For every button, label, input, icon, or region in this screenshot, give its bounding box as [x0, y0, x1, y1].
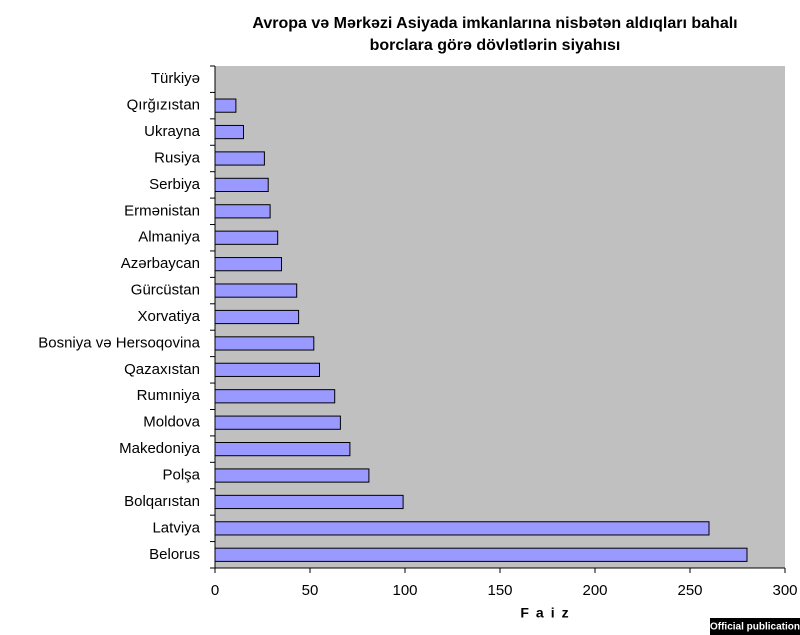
x-tick-label: 150 — [487, 582, 512, 599]
y-tick-label: Latviya — [152, 519, 200, 536]
y-tick-label: Bolqarıstan — [124, 493, 200, 510]
bar — [214, 230, 279, 245]
y-tick-label: Moldova — [143, 414, 200, 431]
x-tick-label: 250 — [677, 582, 702, 599]
bar — [214, 204, 271, 219]
bar — [214, 415, 341, 430]
x-tick-label: 50 — [302, 582, 319, 599]
badge: Official publication — [710, 622, 800, 633]
bar — [214, 494, 404, 510]
badge-bg — [710, 618, 800, 635]
x-tick-label: 0 — [211, 582, 219, 599]
x-tick-label: 200 — [582, 582, 607, 599]
x-axis-label: Faiz — [520, 605, 575, 621]
chart-title: borclara görə dövlətlərin siyahısı — [370, 37, 621, 54]
y-tick-label: Serbiya — [149, 176, 201, 193]
x-tick-label: 100 — [392, 582, 417, 599]
bar — [214, 151, 265, 166]
bar — [214, 309, 300, 325]
bar — [214, 336, 315, 351]
bar — [214, 389, 336, 404]
y-tick-label: Qazaxıstan — [124, 361, 200, 378]
y-tick-label: Almaniya — [138, 229, 200, 246]
plot-area — [215, 66, 785, 568]
y-tick-label: Xorvatiya — [137, 308, 200, 325]
bar — [214, 521, 710, 536]
bar — [214, 124, 244, 140]
bar — [214, 442, 351, 457]
y-tick-label: Makedoniya — [119, 440, 201, 457]
bar — [214, 177, 269, 193]
y-tick-label: Bosniya və Hersoqovina — [38, 334, 200, 351]
y-tick-label: Belorus — [149, 546, 200, 563]
chart-title: Avropa və Mərkəzi Asiyada imkanlarına ni… — [252, 15, 737, 32]
bar — [214, 98, 237, 113]
bar — [214, 257, 282, 272]
bar — [214, 283, 298, 298]
y-tick-label: Türkiyə — [151, 70, 200, 87]
y-tick-label: Ukrayna — [144, 123, 201, 140]
y-tick-label: Gürcüstan — [131, 282, 200, 299]
y-tick-label: Rumıniya — [137, 387, 201, 404]
y-tick-label: Azərbaycan — [121, 255, 200, 272]
y-tick-label: Ermənistan — [124, 202, 200, 219]
y-tick-label: Polşa — [162, 466, 200, 483]
bar — [214, 468, 370, 483]
x-tick-label: 300 — [772, 582, 797, 599]
bar — [214, 547, 748, 562]
y-tick-label: Qırğızıstan — [127, 97, 200, 114]
bar — [214, 362, 320, 377]
y-tick-label: Rusiya — [154, 149, 201, 166]
